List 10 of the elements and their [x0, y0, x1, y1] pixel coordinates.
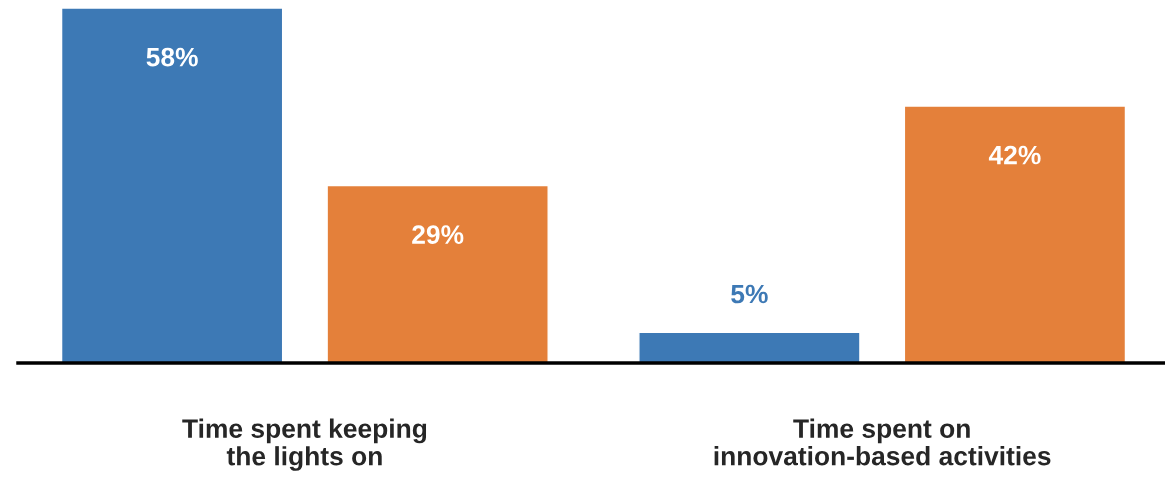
bar [60, 8, 284, 363]
data-label: 5% [731, 284, 768, 304]
bar [638, 331, 861, 363]
x-tick-label: Time spent keeping the lights on [182, 418, 427, 471]
bar [326, 184, 549, 363]
x-tick-label: Time spent on innovation-based activities [714, 418, 1051, 466]
data-label: 58% [146, 47, 198, 67]
data-label: 42% [988, 145, 1041, 165]
bar [903, 105, 1127, 363]
data-label: 29% [412, 225, 464, 244]
